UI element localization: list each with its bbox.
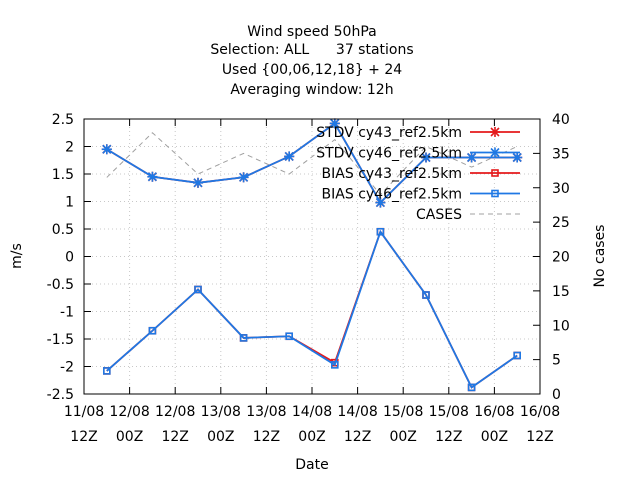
series-point-1 — [147, 171, 158, 182]
legend-swatch-marker — [491, 189, 499, 198]
x-tick-label-hour: 12Z — [344, 429, 371, 445]
series-point-1 — [193, 177, 203, 188]
series-point-1 — [375, 197, 386, 208]
series-line-3 — [106, 229, 518, 389]
x-tick-label-date: 16/08 — [520, 404, 560, 420]
series-point-3 — [513, 351, 522, 360]
y-tick-label: 0.5 — [52, 222, 74, 238]
legend-swatch-marker — [490, 127, 500, 137]
legend-swatch-marker — [490, 147, 500, 158]
title-line-2: Selection: ALL 37 stations — [210, 42, 413, 58]
series-point-3 — [103, 367, 111, 375]
y-tick-label: 2.5 — [52, 112, 74, 128]
legend: STDV cy43_ref2.5km STDV cy46_ref2.5km BIAS… — [316, 125, 520, 223]
y-tick-label: 1 — [65, 195, 74, 211]
y2-tick-label: 40 — [552, 112, 570, 128]
grid — [84, 119, 540, 394]
y2-tick-label: 15 — [552, 284, 570, 300]
series-point-1 — [284, 151, 295, 162]
y2-tick-label: 5 — [552, 353, 561, 369]
y-tick-label: 0 — [65, 250, 74, 266]
legend-swatch-marker — [491, 169, 499, 177]
series-point-1 — [512, 152, 523, 163]
x-tick-label-date: 16/08 — [474, 404, 514, 420]
legend-label: BIAS cy46_ref2.5km — [322, 187, 462, 203]
y2-tick-labels: 0 5 10 15 20 25 30 35 40 — [552, 112, 570, 403]
series-point-3 — [422, 291, 430, 299]
x-tick-label-date: 14/08 — [337, 404, 377, 420]
title-line-4: Averaging window: 12h — [230, 82, 393, 98]
series-point-1 — [238, 172, 249, 183]
title-line-1: Wind speed 50hPa — [247, 24, 376, 40]
x-tick-label-date: 15/08 — [383, 404, 423, 420]
series-point-3 — [285, 332, 294, 341]
series-point-3 — [239, 334, 248, 342]
y-axis-label: m/s — [9, 243, 25, 269]
y-tick-labels: -2.5 -2 -1.5 -1 -0.5 0 0.5 1 1.5 2 2.5 — [47, 112, 74, 403]
legend-label: STDV cy43_ref2.5km — [316, 125, 462, 141]
y-tick-label: -1 — [60, 305, 74, 321]
legend-label: STDV cy46_ref2.5km — [316, 146, 462, 162]
x-axis-label: Date — [295, 457, 328, 473]
x-tick-label-date: 11/08 — [64, 404, 104, 420]
x-tick-label-date: 12/08 — [155, 404, 195, 420]
chart-title: Wind speed 50hPa Selection: ALL 37 stati… — [210, 24, 413, 98]
legend-label: BIAS cy43_ref2.5km — [322, 166, 462, 182]
series-point-1 — [329, 118, 340, 129]
x-tick-label-hour: 12Z — [253, 429, 280, 445]
series-point-1 — [466, 152, 477, 163]
x-tick-label-hour: 12Z — [526, 429, 553, 445]
y2-tick-label: 35 — [552, 146, 570, 162]
series-point-1 — [101, 144, 112, 155]
x-tick-label-hour: 00Z — [298, 429, 325, 445]
y-tick-label: 2 — [65, 140, 74, 156]
x-tick-label-date: 13/08 — [246, 404, 286, 420]
y2-tick-label: 30 — [552, 181, 570, 197]
x-tick-label-hour: 12Z — [70, 429, 97, 445]
series-point-3 — [148, 326, 157, 335]
x-tick-label-hour: 12Z — [161, 429, 188, 445]
x-tick-label-hour: 00Z — [389, 429, 416, 445]
y2-axis-label: No cases — [592, 225, 608, 288]
data-series — [101, 118, 523, 392]
x-tick-label-hour: 00Z — [481, 429, 508, 445]
y2-tick-label: 0 — [552, 387, 561, 403]
y-tick-label: -2 — [60, 360, 74, 376]
x-tick-label-date: 12/08 — [109, 404, 149, 420]
x-tick-label-hour: 00Z — [116, 429, 143, 445]
series-point-3 — [467, 383, 476, 392]
x-tick-label-date: 15/08 — [429, 404, 469, 420]
y-tick-label: -0.5 — [47, 277, 74, 293]
tick-marks — [83, 118, 541, 395]
x-tick-label-hour: 00Z — [207, 429, 234, 445]
legend-label: CASES — [416, 207, 462, 223]
y2-tick-label: 10 — [552, 318, 570, 334]
x-tick-label-hour: 12Z — [435, 429, 462, 445]
series-point-3 — [194, 285, 202, 294]
series-point-1 — [421, 152, 431, 163]
x-tick-labels: 11/08 12Z 12/08 00Z 12/08 12Z 13/08 00Z 13/08 12Z… — [64, 404, 560, 445]
y2-tick-label: 25 — [552, 215, 570, 231]
title-line-3: Used {00,06,12,18} + 24 — [222, 62, 402, 78]
y-tick-label: -2.5 — [47, 387, 74, 403]
y-tick-label: -1.5 — [47, 332, 74, 348]
series-line-1 — [106, 122, 518, 205]
series-point-3 — [330, 361, 339, 369]
series-point-3 — [376, 227, 385, 236]
x-tick-label-date: 14/08 — [292, 404, 332, 420]
x-tick-label-date: 13/08 — [201, 404, 241, 420]
y-tick-label: 1.5 — [52, 167, 74, 183]
y2-tick-label: 20 — [552, 250, 570, 266]
